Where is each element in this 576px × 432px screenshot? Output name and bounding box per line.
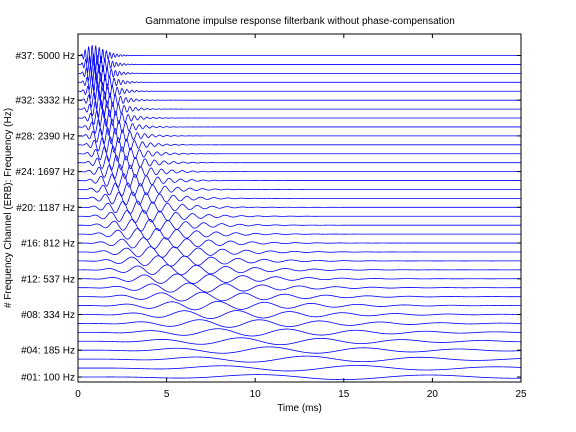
x-tick-label: 0 <box>75 389 81 400</box>
trace-channel-32 <box>78 89 521 111</box>
y-tick-label: #20: 1187 Hz <box>16 203 75 214</box>
trace-channel-3 <box>78 355 522 363</box>
trace-channel-6 <box>78 328 522 337</box>
trace-channel-36 <box>78 53 521 76</box>
y-axis-label: # Frequency Channel (ERB): Frequency (Hz… <box>3 108 14 308</box>
trace-channel-13 <box>78 264 521 276</box>
trace-channel-31 <box>78 99 521 119</box>
trace-channel-16 <box>78 237 521 250</box>
trace-channel-33 <box>78 80 521 102</box>
y-tick-label: #01: 100 Hz <box>21 373 75 384</box>
trace-channel-10 <box>78 291 521 302</box>
trace-channel-12 <box>78 273 521 284</box>
trace-channel-11 <box>78 282 521 293</box>
y-tick-label: #04: 185 Hz <box>21 346 75 357</box>
trace-channel-7 <box>78 319 522 328</box>
x-axis-ticks: 0 5 10 15 20 25 <box>75 34 527 400</box>
x-axis-label: Time (ms) <box>277 403 322 414</box>
y-tick-label: #24: 1697 Hz <box>16 167 76 178</box>
x-tick-label: 15 <box>338 389 350 400</box>
axes-box <box>77 33 522 383</box>
trace-channel-37 <box>78 44 521 66</box>
trace-channel-4 <box>78 346 522 354</box>
trace-channel-22 <box>78 182 521 197</box>
trace-channel-23 <box>78 173 521 188</box>
trace-channel-21 <box>78 191 521 206</box>
x-tick-label: 20 <box>427 389 439 400</box>
trace-channel-2 <box>78 365 522 372</box>
y-tick-label: #16: 812 Hz <box>21 239 75 250</box>
trace-channel-29 <box>78 118 521 136</box>
trace-channel-27 <box>78 136 521 154</box>
x-tick-label: 25 <box>515 389 527 400</box>
trace-channel-24 <box>78 164 521 180</box>
x-tick-label: 5 <box>164 389 170 400</box>
trace-channel-35 <box>78 62 521 85</box>
y-axis-ticks: #37: 5000 Hz #32: 3332 Hz #28: 2390 Hz #24:… <box>16 51 521 384</box>
trace-channel-9 <box>78 300 521 311</box>
trace-channel-18 <box>78 218 521 232</box>
impulse-response-traces <box>78 44 522 381</box>
y-tick-label: #12: 537 Hz <box>21 274 75 285</box>
axes-background <box>78 34 521 382</box>
y-tick-label: #28: 2390 Hz <box>16 131 76 142</box>
trace-channel-19 <box>78 209 521 223</box>
trace-channel-26 <box>78 145 521 162</box>
trace-channel-8 <box>78 310 521 319</box>
trace-channel-30 <box>78 108 521 128</box>
trace-channel-1 <box>78 374 521 381</box>
trace-channel-17 <box>78 228 521 241</box>
y-tick-label: #08: 334 Hz <box>21 310 75 321</box>
trace-channel-25 <box>78 154 521 171</box>
y-tick-label: #37: 5000 Hz <box>16 51 76 62</box>
chart-title: Gammatone impulse response filterbank wi… <box>145 16 455 27</box>
plot-area <box>77 33 522 383</box>
trace-channel-34 <box>78 71 521 94</box>
trace-channel-5 <box>78 337 521 346</box>
trace-channel-14 <box>78 255 521 267</box>
x-tick-label: 10 <box>250 389 262 400</box>
y-tick-label: #32: 3332 Hz <box>16 96 76 107</box>
trace-channel-28 <box>78 127 521 145</box>
